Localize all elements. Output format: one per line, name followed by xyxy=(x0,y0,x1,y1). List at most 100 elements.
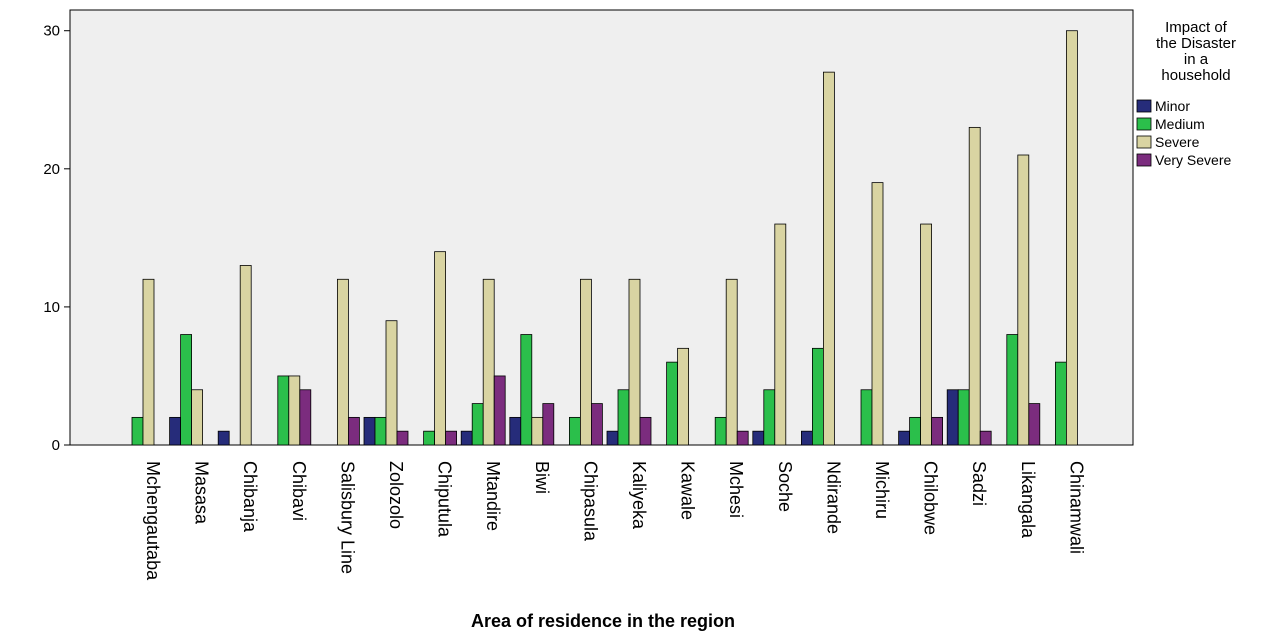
x-tick-label: Mchengautaba xyxy=(143,461,163,581)
x-tick-label: Salisbury Line xyxy=(337,461,357,574)
bar-medium xyxy=(617,389,630,446)
legend-item-label: Severe xyxy=(1155,134,1200,150)
x-tick-label: Masasa xyxy=(192,461,212,525)
bar-medium xyxy=(423,430,436,446)
bar-minor xyxy=(509,416,522,446)
x-tick-label: Kaliyeka xyxy=(629,461,649,530)
legend-title: in a xyxy=(1184,51,1209,68)
bar-medium xyxy=(471,403,484,446)
bar-very-severe xyxy=(493,375,506,446)
y-tick-label: 30 xyxy=(43,23,60,40)
bar-very-severe xyxy=(931,416,943,446)
bar-very-severe xyxy=(445,430,458,446)
bar-severe xyxy=(482,278,495,446)
bar-severe xyxy=(774,223,787,446)
bar-medium xyxy=(909,416,921,446)
y-tick-label: 20 xyxy=(43,161,60,178)
bar-severe xyxy=(531,416,544,446)
x-tick-label: Mchesi xyxy=(726,461,746,518)
bar-severe xyxy=(725,278,738,446)
legend-swatch xyxy=(1136,117,1152,131)
bar-severe xyxy=(1017,154,1030,446)
legend-title: Impact of xyxy=(1165,19,1228,36)
bar-medium xyxy=(374,416,387,446)
x-tick-label: Chibavi xyxy=(289,461,309,521)
legend-swatch xyxy=(1136,99,1152,113)
x-tick-label: Chiputula xyxy=(435,461,455,538)
x-tick-label: Ndirande xyxy=(823,461,843,534)
bar-severe xyxy=(823,71,835,446)
legend-item-label: Medium xyxy=(1155,116,1205,132)
bar-severe xyxy=(434,251,447,446)
bar-medium xyxy=(520,334,533,446)
bar-medium xyxy=(666,361,678,446)
bar-medium xyxy=(714,416,727,446)
x-tick-label: Biwi xyxy=(532,461,552,494)
bar-very-severe xyxy=(1028,403,1041,446)
y-tick-label: 10 xyxy=(43,299,60,316)
bar-minor xyxy=(946,389,959,446)
x-axis-categories: Mchengautaba Masasa Chibanja Chibavi Salisbu… xyxy=(143,461,1086,581)
legend-title: the Disaster xyxy=(1156,35,1236,52)
y-axis: 0 10 20 30 xyxy=(43,23,70,454)
bar-minor xyxy=(363,416,376,446)
bar-medium xyxy=(860,389,873,446)
x-tick-label: Chipasula xyxy=(580,461,600,542)
legend-title: household xyxy=(1161,67,1230,84)
bar-medium xyxy=(1006,334,1019,446)
bar-medium xyxy=(957,389,970,446)
x-tick-label: Mtandire xyxy=(483,461,503,531)
bar-severe xyxy=(920,223,932,446)
x-tick-label: Soche xyxy=(775,461,795,512)
bars xyxy=(131,30,1078,446)
bar-minor xyxy=(898,430,910,446)
x-tick-label: Chibanja xyxy=(240,461,260,533)
bar-medium xyxy=(131,416,144,446)
bar-minor xyxy=(169,416,182,446)
bar-severe xyxy=(580,278,592,446)
bar-medium xyxy=(812,347,824,446)
bar-very-severe xyxy=(542,403,555,446)
x-axis-label: Area of residence in the region xyxy=(471,611,735,631)
bar-severe xyxy=(191,389,204,446)
bar-very-severe xyxy=(639,416,652,446)
x-tick-label: Sadzi xyxy=(969,461,989,506)
bar-severe xyxy=(336,278,349,446)
y-tick-label: 0 xyxy=(52,437,60,454)
legend-item-label: Very Severe xyxy=(1155,152,1231,168)
bar-very-severe xyxy=(736,430,749,446)
bar-severe xyxy=(628,278,641,446)
bar-medium xyxy=(763,389,776,446)
bar-severe xyxy=(142,278,155,446)
bar-severe xyxy=(385,320,398,446)
bar-severe xyxy=(968,126,981,446)
legend-swatch xyxy=(1136,153,1152,167)
x-tick-label: Chilobwe xyxy=(921,461,941,535)
bar-very-severe xyxy=(347,416,360,446)
bar-medium xyxy=(1055,361,1067,446)
x-tick-label: Zolozolo xyxy=(386,461,406,529)
bar-severe xyxy=(288,375,301,446)
bar-severe xyxy=(239,265,252,446)
x-tick-label: Michiru xyxy=(872,461,892,519)
bar-severe xyxy=(677,347,689,446)
bar-minor xyxy=(606,430,619,446)
bar-severe xyxy=(1066,30,1078,446)
bar-medium xyxy=(180,334,193,446)
x-tick-label: Likangala xyxy=(1018,461,1038,539)
bar-medium xyxy=(277,375,290,446)
bar-minor xyxy=(752,430,765,446)
bar-medium xyxy=(569,416,581,446)
bar-minor xyxy=(460,430,473,446)
bar-very-severe xyxy=(396,430,409,446)
x-tick-label: Kawale xyxy=(678,461,698,520)
bar-minor xyxy=(217,430,230,446)
x-tick-label: Chinamwali xyxy=(1066,461,1086,554)
bar-severe xyxy=(871,182,884,446)
bar-very-severe xyxy=(979,430,992,446)
legend-swatch xyxy=(1136,135,1152,149)
bar-minor xyxy=(801,430,813,446)
legend-item-label: Minor xyxy=(1155,98,1190,114)
